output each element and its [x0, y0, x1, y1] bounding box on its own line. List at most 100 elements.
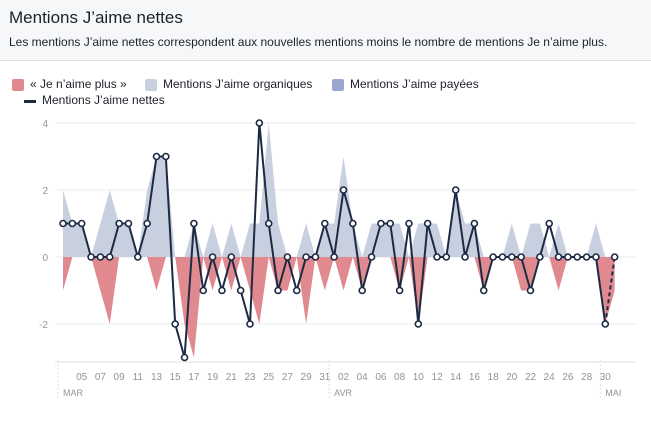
unlikes-area: [63, 257, 615, 358]
x-tick-label: 06: [375, 372, 387, 383]
net-point: [68, 219, 77, 228]
net-point: [592, 253, 600, 261]
net-point: [517, 253, 525, 261]
net-point: [405, 219, 413, 228]
net-point: [545, 219, 554, 228]
net-point: [134, 253, 142, 261]
chart-title: Mentions J’aime nettes: [9, 8, 183, 27]
x-tick-label: 05: [76, 372, 88, 383]
y-tick-label: 0: [42, 253, 48, 264]
net-line-partial: [604, 256, 616, 325]
net-point: [96, 253, 105, 261]
net-point: [311, 253, 320, 261]
net-point: [395, 286, 404, 295]
month-label: AVR: [334, 388, 352, 398]
net-point: [264, 219, 273, 228]
net-point: [292, 286, 301, 295]
chart-subtitle: Les mentions J’aime nettes correspondent…: [9, 35, 608, 49]
net-point: [423, 219, 432, 228]
x-tick-label: 11: [133, 372, 144, 383]
net-point: [386, 219, 395, 228]
organic-area: [63, 123, 615, 257]
net-point: [59, 219, 67, 228]
net-point: [227, 253, 236, 261]
net-point: [124, 219, 133, 228]
y-tick-label: 4: [42, 119, 48, 130]
net-point: [536, 253, 544, 261]
net-point: [498, 253, 507, 261]
net-point: [470, 219, 479, 228]
net-point: [152, 152, 161, 161]
net-point: [601, 320, 610, 328]
net-point: [414, 320, 423, 328]
x-tick-label: 17: [188, 372, 200, 383]
x-tick-label: 18: [488, 372, 500, 383]
x-tick-label: 15: [170, 372, 182, 383]
legend-label-paid: Mentions J’aime payées: [350, 77, 479, 91]
net-point: [442, 253, 451, 261]
net-point: [479, 286, 488, 295]
net-point: [180, 353, 189, 362]
net-point: [171, 320, 179, 328]
x-tick-label: 29: [301, 372, 313, 383]
net-point: [349, 219, 357, 228]
net-point: [302, 253, 310, 261]
month-label: MAR: [63, 388, 84, 398]
x-tick-label: 07: [95, 372, 107, 383]
x-tick-label: 23: [244, 372, 256, 383]
x-tick-label: 08: [394, 372, 406, 383]
net-point: [143, 219, 151, 228]
net-point: [162, 152, 170, 161]
x-tick-label: 19: [207, 372, 219, 383]
net-point: [115, 219, 123, 228]
x-tick-label: 20: [506, 372, 518, 383]
net-point: [358, 286, 367, 295]
x-tick-label: 24: [544, 372, 556, 383]
x-tick-label: 10: [413, 372, 425, 383]
net-point: [274, 286, 282, 295]
net-point: [526, 286, 535, 295]
x-tick-label: 13: [151, 372, 163, 383]
net-point: [339, 186, 348, 194]
net-point: [236, 286, 245, 295]
y-tick-label: -2: [39, 320, 48, 331]
net-point: [77, 219, 86, 228]
net-point: [218, 286, 226, 295]
legend-swatch-paid: [332, 79, 344, 91]
x-tick-label: 12: [431, 372, 443, 383]
net-point: [610, 253, 619, 261]
x-tick-label: 27: [282, 372, 294, 383]
y-tick-label: 2: [42, 186, 48, 197]
x-tick-label: 16: [469, 372, 481, 383]
net-point: [573, 253, 582, 261]
net-point: [105, 253, 114, 261]
net-point: [489, 253, 497, 261]
x-tick-label: 04: [357, 372, 369, 383]
legend-swatch-organic: [145, 79, 157, 91]
net-point: [199, 286, 208, 295]
legend-swatch-unlikes: [12, 79, 24, 91]
net-point: [367, 253, 376, 261]
net-point: [320, 219, 329, 228]
net-point: [451, 186, 460, 194]
net-point: [554, 253, 563, 261]
x-tick-label: 21: [226, 372, 238, 383]
legend-label-organic: Mentions J’aime organiques: [163, 77, 313, 91]
x-tick-label: 31: [319, 372, 331, 383]
x-tick-label: 09: [114, 372, 126, 383]
legend-label-net: Mentions J’aime nettes: [42, 93, 165, 107]
chart-header: Mentions J’aime nettes Les mentions J’ai…: [0, 0, 651, 61]
x-tick-label: 26: [562, 372, 574, 383]
net-point: [377, 219, 385, 228]
x-tick-label: 28: [581, 372, 593, 383]
legend-label-unlikes: « Je n’aime plus »: [30, 77, 127, 91]
net-point: [330, 253, 338, 261]
legend-swatch-net: [24, 100, 36, 103]
month-label: MAI: [605, 388, 621, 398]
net-point: [433, 253, 441, 261]
x-tick-label: 02: [338, 372, 350, 383]
net-point: [461, 253, 469, 261]
net-point: [87, 253, 95, 261]
net-point: [190, 219, 198, 228]
